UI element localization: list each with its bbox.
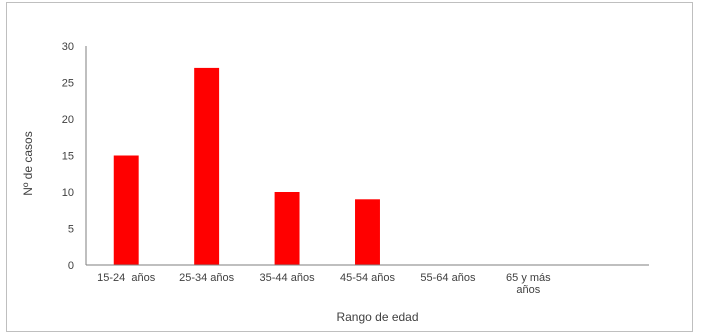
y-tick-label: 25: [62, 78, 74, 90]
y-tick-label: 0: [68, 260, 74, 272]
x-tick-label: 65 y más años: [506, 272, 551, 296]
chart-frame: 0 5 10 15 20 25 30 15-24 años 25-34 años 35-44 a…: [6, 2, 693, 332]
y-tick-label: 30: [62, 41, 74, 53]
x-tick-label: 55-64 años: [420, 272, 476, 284]
y-axis-ticks: 0 5 10 15 20 25 30: [62, 41, 74, 272]
x-tick-label: 35-44 años: [260, 272, 316, 284]
y-tick-label: 20: [62, 114, 74, 126]
x-axis-ticks: 15-24 años 25-34 años 35-44 años 45-54 años…: [97, 272, 551, 296]
x-tick-label: 45-54 años: [340, 272, 396, 284]
x-tick-label: 15-24 años: [97, 272, 156, 284]
bar: [113, 155, 139, 265]
bar-chart: 0 5 10 15 20 25 30 15-24 años 25-34 años 35-44 a…: [21, 41, 649, 324]
bar: [274, 192, 300, 265]
bars: [113, 67, 380, 266]
y-axis-title: Nº de casos: [21, 131, 35, 195]
bar: [194, 67, 220, 266]
y-tick-label: 15: [62, 151, 74, 163]
x-tick-label: 25-34 años: [179, 272, 235, 284]
bar: [355, 199, 380, 265]
y-tick-label: 5: [68, 224, 74, 236]
x-axis-title: Rango de edad: [336, 310, 418, 324]
y-tick-label: 10: [62, 187, 74, 199]
